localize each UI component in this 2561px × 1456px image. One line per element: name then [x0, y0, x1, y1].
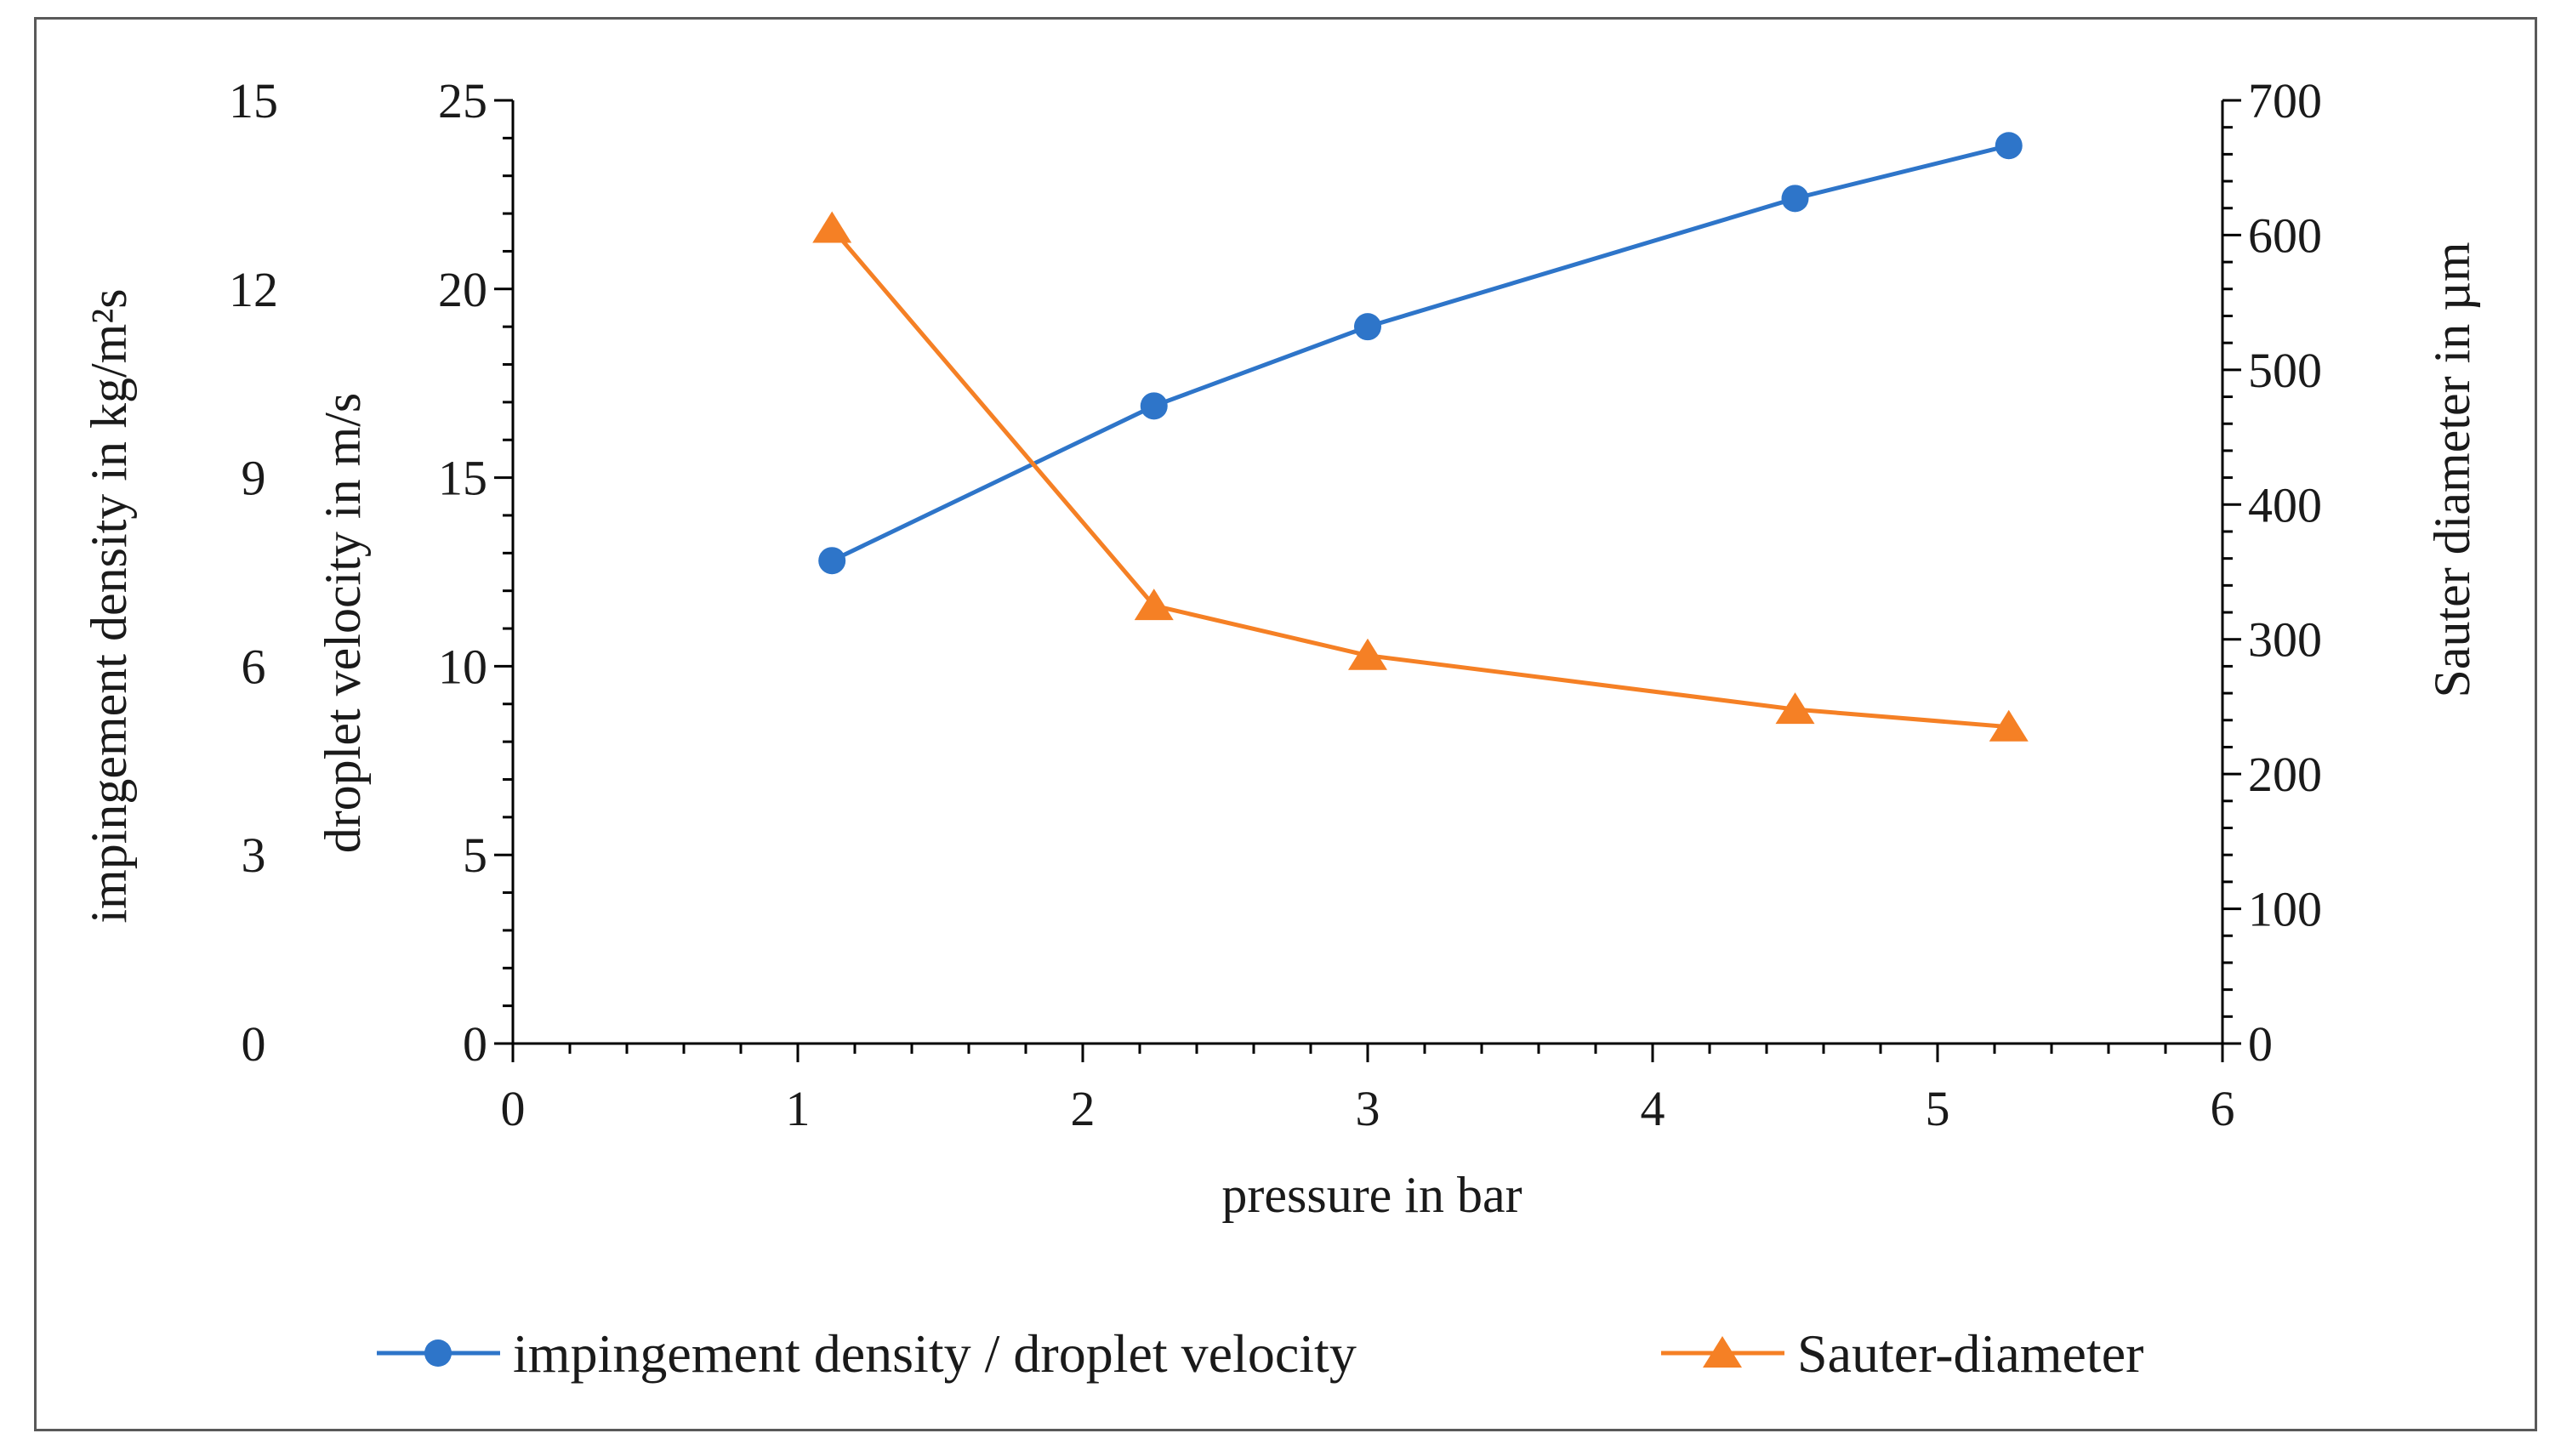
left-inner-axis-title: droplet velocity in m/s [315, 393, 371, 854]
data-point-impingement-velocity [1354, 313, 1381, 341]
data-point-impingement-velocity [1781, 185, 1809, 213]
left-inner-tick-label: 20 [438, 262, 487, 317]
right-tick-label: 0 [2248, 1016, 2273, 1072]
right-tick-label: 400 [2248, 477, 2322, 532]
right-tick-label: 700 [2248, 73, 2322, 128]
right-tick-label: 600 [2248, 208, 2322, 263]
left-inner-tick-label: 15 [438, 451, 487, 506]
x-tick-label: 0 [501, 1081, 526, 1136]
right-tick-label: 200 [2248, 747, 2322, 802]
legend-marker-impingement-velocity [424, 1339, 452, 1367]
left-inner-tick-label: 10 [438, 639, 487, 694]
left-outer-tick-label: 0 [242, 1016, 266, 1072]
legend-label-sauter-diameter: Sauter-diameter [1797, 1323, 2143, 1384]
right-tick-label: 100 [2248, 882, 2322, 937]
x-tick-label: 6 [2211, 1081, 2235, 1136]
left-outer-tick-label: 6 [242, 639, 266, 694]
series-line-impingement-velocity [831, 143, 2010, 563]
x-tick-label: 1 [786, 1081, 811, 1136]
data-point-sauter-diameter [1775, 692, 1815, 725]
right-tick-label: 300 [2248, 612, 2322, 668]
data-point-sauter-diameter [812, 211, 852, 243]
left-outer-tick-label: 15 [229, 73, 278, 128]
left-inner-tick-label: 25 [438, 73, 487, 128]
left-inner-tick-label: 5 [463, 828, 487, 883]
left-outer-axis-title: impingement density in kg/m²s [81, 288, 137, 923]
x-tick-label: 4 [1641, 1081, 1665, 1136]
left-outer-tick-label: 12 [229, 262, 278, 317]
right-axis-title: Sauter diameter in µm [2424, 242, 2480, 697]
left-inner-tick-label: 0 [463, 1016, 487, 1072]
chart-frame: 0 1 2 3 4 5 6 pressure in bar 0 5 10 15 20 25 droplet … [34, 17, 2537, 1431]
right-tick-label: 500 [2248, 343, 2322, 398]
left-outer-tick-label: 3 [242, 828, 266, 883]
x-tick-label: 3 [1356, 1081, 1380, 1136]
legend-label-impingement-velocity: impingement density / droplet velocity [513, 1323, 1357, 1384]
x-tick-label: 2 [1071, 1081, 1096, 1136]
left-outer-tick-label: 9 [242, 451, 266, 506]
data-point-impingement-velocity [1995, 132, 2023, 160]
data-point-impingement-velocity [1140, 392, 1168, 420]
legend-marker-sauter-diameter [1703, 1336, 1742, 1368]
data-point-sauter-diameter [1989, 709, 2029, 742]
data-point-sauter-diameter [1134, 589, 1174, 621]
x-axis-title: pressure in bar [1221, 1167, 1522, 1223]
x-tick-label: 5 [1926, 1081, 1950, 1136]
data-point-sauter-diameter [1348, 638, 1387, 670]
data-point-impingement-velocity [818, 547, 846, 575]
